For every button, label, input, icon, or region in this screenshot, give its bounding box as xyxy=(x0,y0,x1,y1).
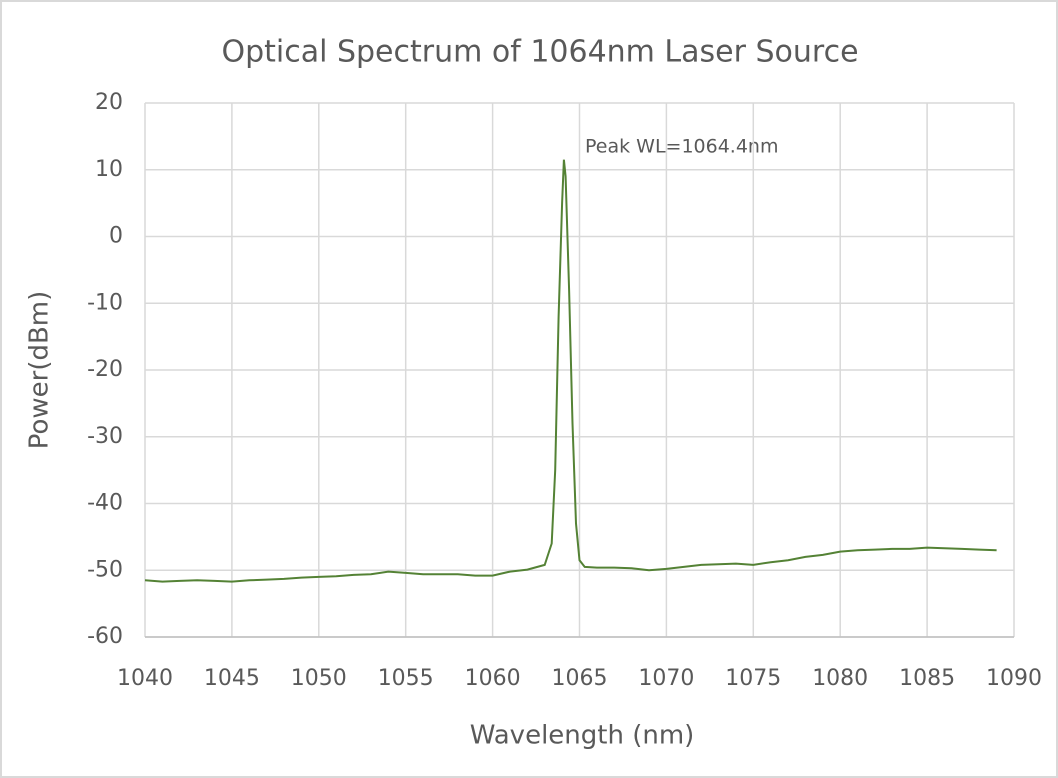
x-tick-label: 1075 xyxy=(725,666,781,691)
spectrum-line xyxy=(144,159,997,583)
x-tick-label: 1065 xyxy=(552,666,608,691)
y-tick-label: -50 xyxy=(87,557,123,582)
x-tick-label: 1090 xyxy=(986,666,1042,691)
x-tick-label: 1050 xyxy=(291,666,347,691)
peak-annotation: Peak WL=1064.4nm xyxy=(585,136,778,158)
y-axis-label: Power(dBm) xyxy=(25,291,55,450)
y-tick-label: -40 xyxy=(87,491,123,516)
y-tick-label: -30 xyxy=(87,424,123,449)
y-tick-label: -60 xyxy=(87,624,123,649)
x-tick-label: 1045 xyxy=(204,666,260,691)
y-tick-label: 20 xyxy=(95,90,123,115)
y-tick-label: 0 xyxy=(109,224,123,249)
x-axis-label: Wavelength (nm) xyxy=(470,721,695,751)
y-tick-label: -10 xyxy=(87,290,123,315)
x-tick-label: 1080 xyxy=(812,666,868,691)
x-tick-label: 1060 xyxy=(465,666,521,691)
x-tick-label: 1055 xyxy=(378,666,434,691)
y-tick-label: 10 xyxy=(95,157,123,182)
y-tick-label: -20 xyxy=(87,357,123,382)
chart-title: Optical Spectrum of 1064nm Laser Source xyxy=(221,35,858,70)
x-tick-label: 1040 xyxy=(117,666,173,691)
x-tick-label: 1085 xyxy=(899,666,955,691)
x-tick-label: 1070 xyxy=(638,666,694,691)
